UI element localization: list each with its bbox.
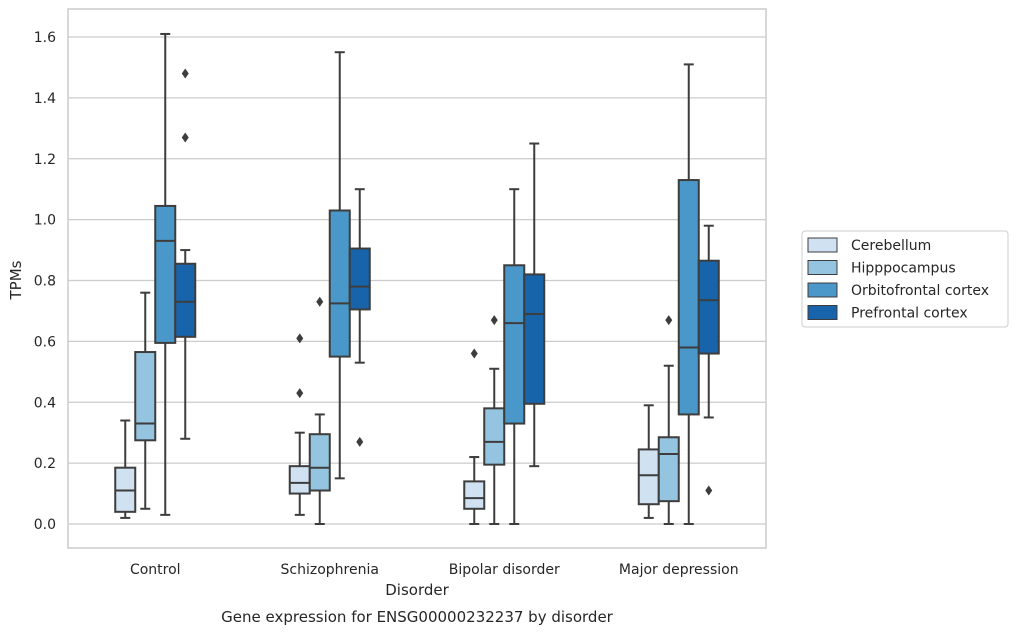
plot-frame [67,8,767,549]
box-prefrontal-cortex [697,224,720,496]
box-body [328,209,351,358]
outlier-point [181,68,189,79]
y-tick-label: 0.0 [34,517,56,533]
box-cerebellum [637,404,660,519]
x-axis-title: Disorder [385,581,449,599]
outlier-point [181,132,189,143]
box-body [637,448,660,506]
y-tick-label: 1.4 [34,91,56,107]
box-orbitofrontal-cortex [503,188,526,525]
box-cerebellum [463,348,486,525]
y-tick-label: 1.0 [34,213,56,229]
outlier-point [665,315,673,326]
box-hipppocampus [308,296,331,525]
box-orbitofrontal-cortex [328,51,351,480]
box-cerebellum [114,419,137,519]
legend-label: Prefrontal cortex [851,306,968,322]
outlier-point [296,333,304,344]
x-tick-label: Control [130,562,181,578]
y-tick-label: 1.2 [34,152,56,168]
y-tick-labels: 0.0 0.2 0.4 0.6 0.8 1.0 1.2 1.4 1.6 [34,30,56,533]
box-body [134,351,157,442]
box-body [657,436,680,503]
box-body [154,204,177,344]
box-prefrontal-cortex [348,188,371,447]
box-body [174,262,197,338]
legend: Cerebellum Hipppocampus Orbitofrontal cort… [801,230,1009,328]
boxes [114,32,720,525]
legend-swatch [807,260,838,275]
box-body [523,273,546,405]
legend-label: Cerebellum [851,238,931,254]
x-tick-labels: Control Schizophrenia Bipolar disorder Majo… [130,562,739,578]
box-hipppocampus [657,315,680,525]
box-body [348,247,371,311]
box-body [288,465,311,495]
outlier-point [470,348,478,359]
box-hipppocampus [483,315,506,525]
y-tick-label: 0.2 [34,456,56,472]
legend-label: Orbitofrontal cortex [851,283,989,299]
x-tick-label: Schizophrenia [281,562,379,578]
x-tick-label: Bipolar disorder [449,562,560,578]
box-body [697,259,720,355]
legend-swatch [807,282,838,298]
outlier-point [316,296,324,307]
y-tick-label: 0.4 [34,395,56,411]
box-body [308,433,331,492]
box-body [677,179,700,416]
legend-swatch [807,305,838,320]
y-tick-label: 0.6 [34,334,56,350]
y-tick-label: 0.8 [34,274,56,290]
box-hipppocampus [134,291,157,510]
y-axis-title: TPMs [7,260,25,300]
box-body [503,264,526,425]
outlier-point [705,485,713,496]
box-body [483,407,506,466]
legend-label: Hipppocampus [851,261,956,277]
chart-caption: Gene expression for ENSG00000232237 by d… [221,608,614,626]
outlier-point [356,436,364,447]
box-body [463,480,486,510]
outlier-point [296,388,304,399]
legend-frame [801,230,1009,328]
legend-swatch [807,237,838,253]
outlier-point [490,315,498,326]
box-prefrontal-cortex [523,142,546,468]
box-prefrontal-cortex [174,68,197,440]
x-tick-label: Major depression [619,562,739,578]
y-tick-label: 1.6 [34,30,56,46]
